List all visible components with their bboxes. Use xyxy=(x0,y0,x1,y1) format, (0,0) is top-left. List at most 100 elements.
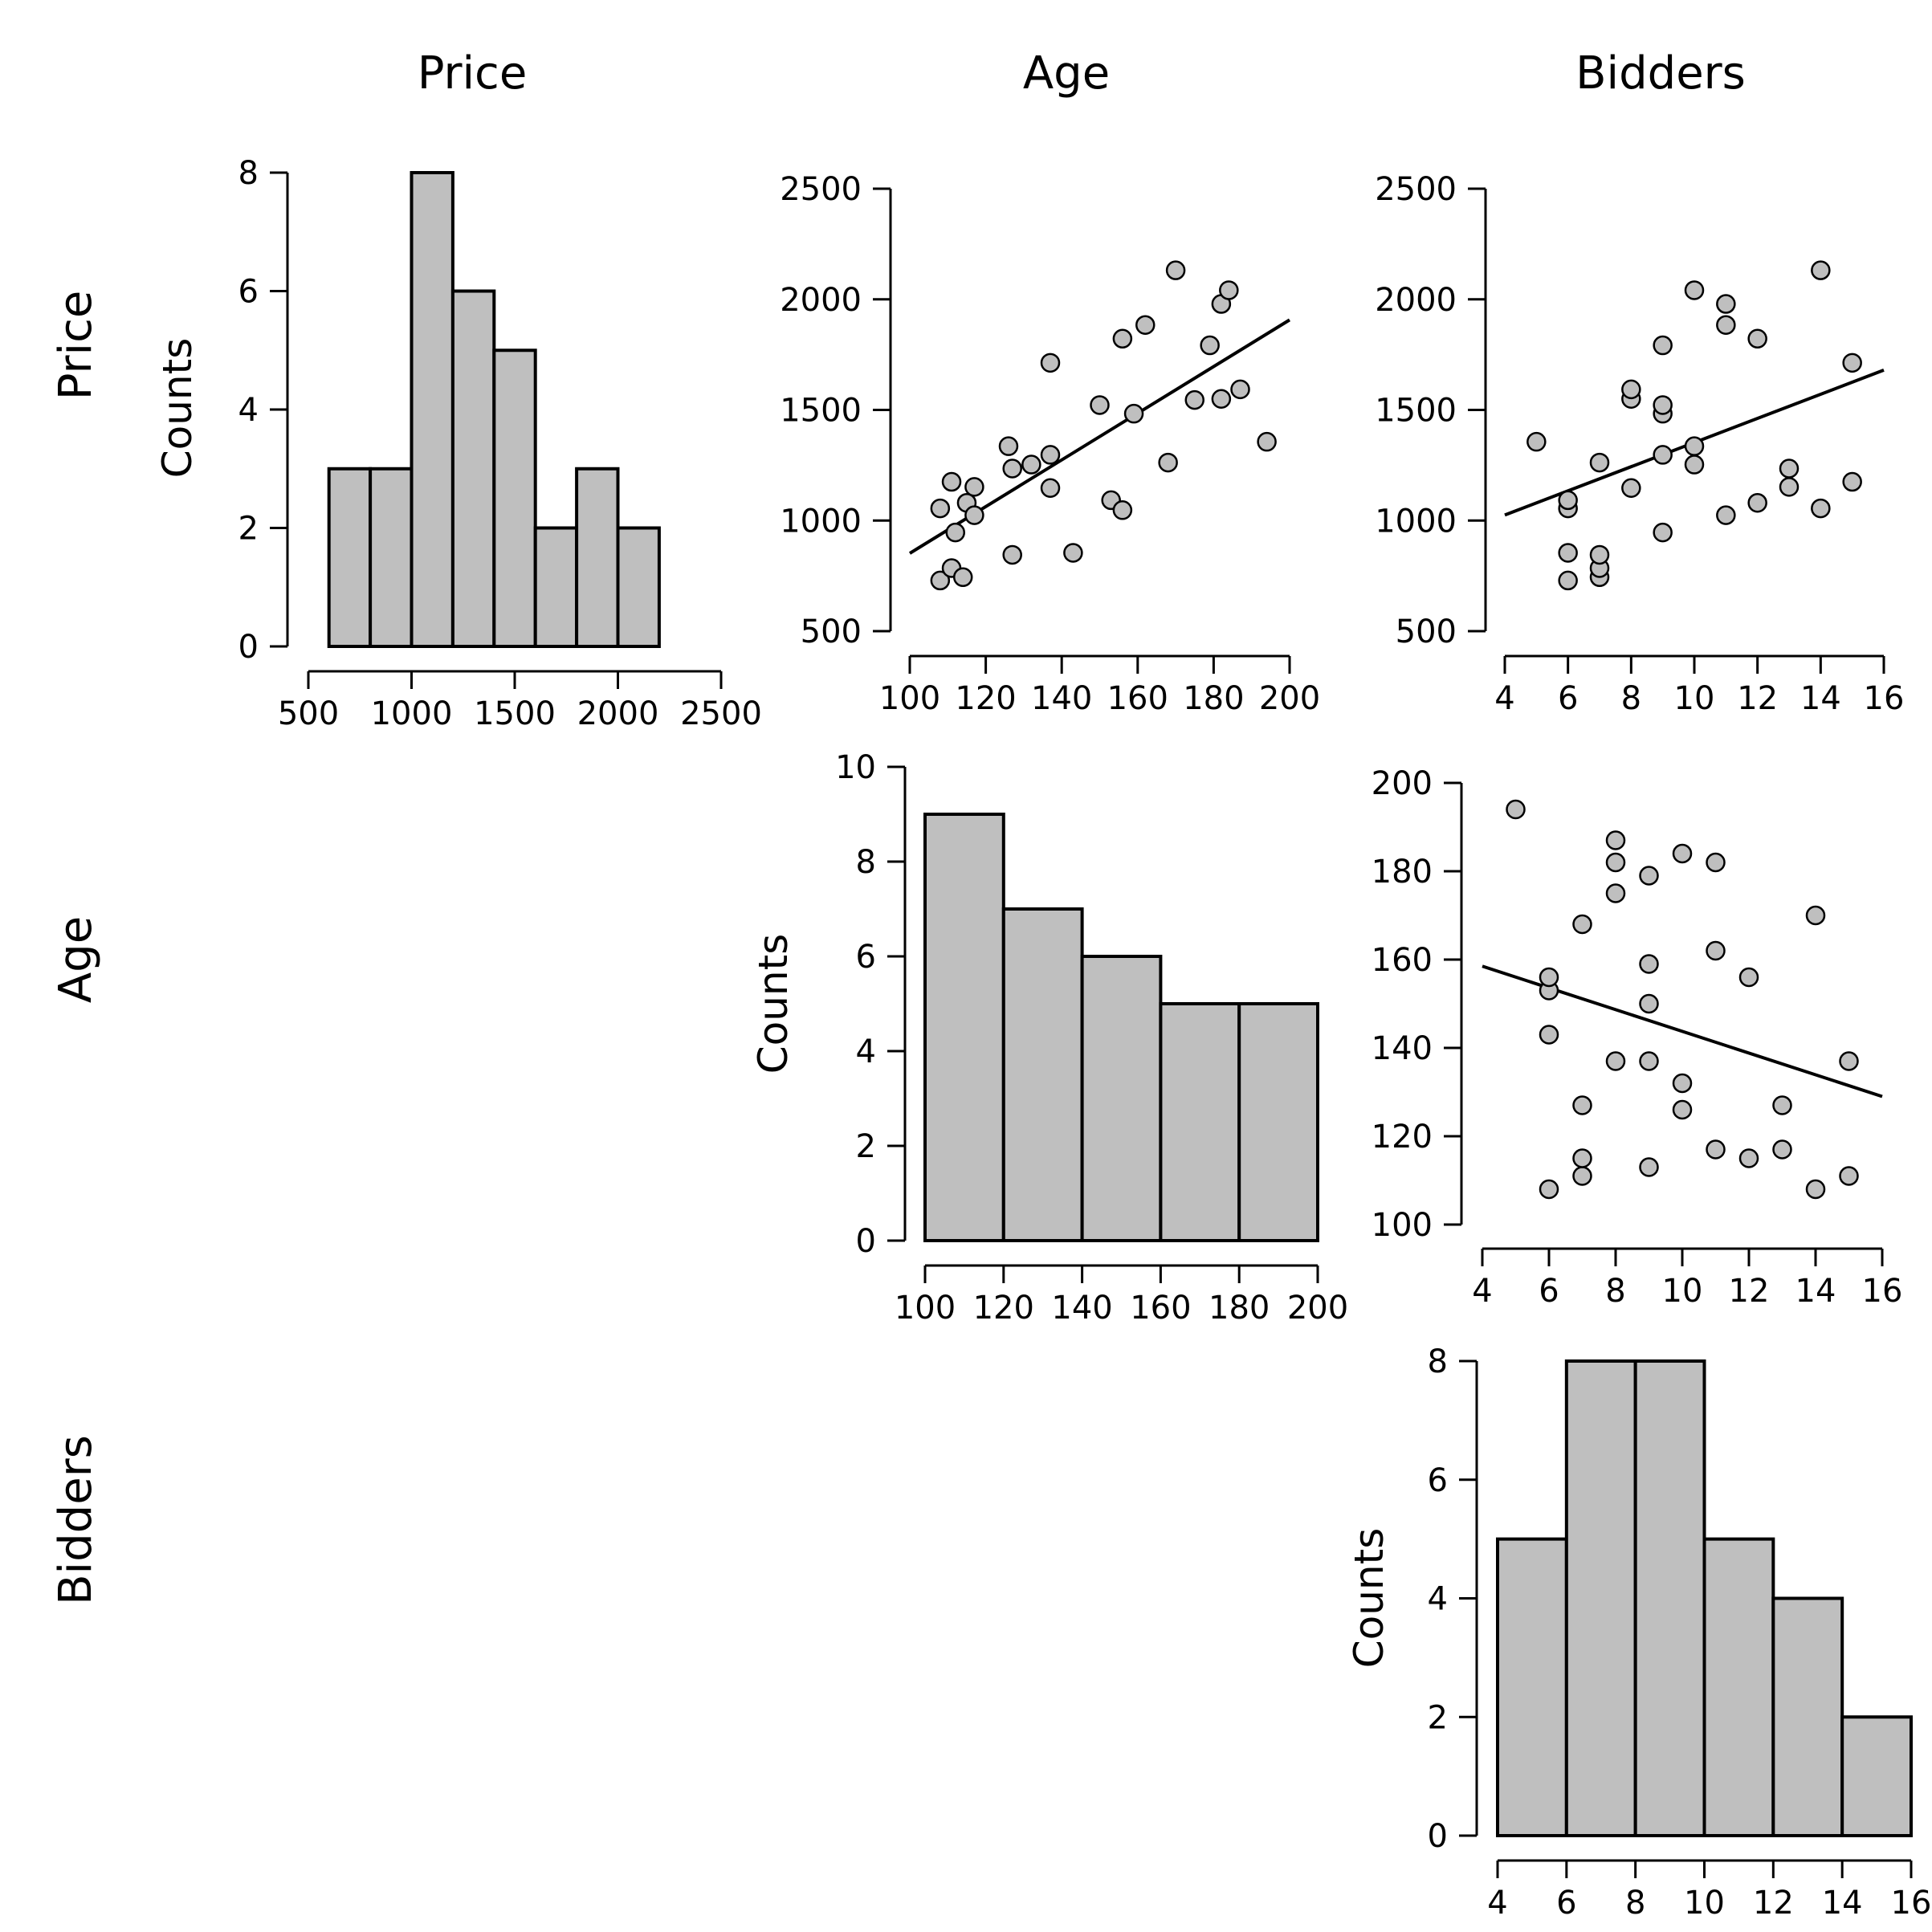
scatter-price-age-point xyxy=(930,498,951,519)
hist-age-bar xyxy=(923,813,1005,1242)
scatter-price-age-x-tick-label: 120 xyxy=(955,680,1016,717)
scatter-price-age-point xyxy=(1165,260,1186,280)
scatter-price-bidders-y-tick-label: 500 xyxy=(1396,613,1457,650)
scatter-price-age-x-tick-label: 140 xyxy=(1031,680,1092,717)
scatter-price-bidders-point xyxy=(1653,395,1673,415)
hist-price-x-tick-label: 2500 xyxy=(680,695,762,732)
hist-bidders-bar xyxy=(1702,1537,1775,1837)
hist-bidders-bar xyxy=(1840,1715,1914,1837)
scatter-price-bidders-point xyxy=(1779,477,1800,497)
hist-age-y-tick-label: 8 xyxy=(856,844,876,881)
hist-bidders-x-tick-label: 12 xyxy=(1753,1885,1794,1922)
scatter-age-bidders-point xyxy=(1672,843,1693,864)
hist-price-bar xyxy=(369,467,414,648)
scatter-price-age-point xyxy=(1040,353,1061,373)
hist-price-bar xyxy=(450,289,496,648)
column-label-bidders: Bidders xyxy=(1575,47,1746,100)
scatter-price-bidders-point xyxy=(1653,335,1673,356)
scatter-price-age-x-tick-label: 200 xyxy=(1259,680,1320,717)
column-label-price: Price xyxy=(418,47,528,100)
hist-age-x-tick-label: 200 xyxy=(1287,1290,1348,1327)
hist-bidders-bar xyxy=(1633,1359,1706,1837)
scatter-age-bidders-point xyxy=(1839,1166,1859,1186)
scatter-age-bidders-point xyxy=(1572,1148,1592,1168)
scatter-price-age-y-tick-label: 2500 xyxy=(780,171,862,208)
scatter-price-age-point xyxy=(1040,445,1061,465)
hist-price-bar xyxy=(327,467,373,648)
hist-price-y-tick-label: 6 xyxy=(238,274,259,311)
hist-price-y-tick-label: 8 xyxy=(238,155,259,192)
hist-bidders-x-tick-label: 8 xyxy=(1625,1885,1645,1922)
row-label-price: Price xyxy=(50,291,102,401)
hist-bidders-x-tick-label: 4 xyxy=(1487,1885,1507,1922)
hist-price-bar xyxy=(575,467,620,648)
hist-price-y-tick-label: 0 xyxy=(238,629,259,666)
scatter-age-bidders-point xyxy=(1572,914,1592,935)
hist-bidders-y-tick-label: 6 xyxy=(1428,1462,1448,1499)
scatter-price-bidders-y-tick-label: 1000 xyxy=(1375,503,1457,540)
scatter-price-bidders-point xyxy=(1589,544,1610,565)
hist-age-bar xyxy=(1237,1002,1319,1242)
scatter-age-bidders-x-tick-label: 8 xyxy=(1605,1273,1625,1310)
scatter-price-age-point xyxy=(1040,478,1061,499)
row-label-bidders: Bidders xyxy=(50,1435,102,1605)
hist-bidders-panel: 4 6 8 10 12 14 16 0 2 4 6 8 xyxy=(1428,1343,1932,1922)
scatter-age-bidders-point xyxy=(1672,1099,1693,1120)
scatter-age-bidders-x-tick-label: 6 xyxy=(1539,1273,1559,1310)
scatter-age-bidders-point xyxy=(1772,1095,1792,1115)
scatter-age-bidders-point xyxy=(1539,967,1559,988)
scatter-price-age-point xyxy=(1184,389,1204,410)
scatter-age-bidders-y-tick-label: 160 xyxy=(1372,942,1433,979)
hist-price-bar xyxy=(533,526,579,648)
scatter-price-bidders-point xyxy=(1747,492,1767,513)
hist-bidders-x-tick-label: 6 xyxy=(1556,1885,1576,1922)
scatter-age-bidders-point xyxy=(1805,1179,1826,1200)
scatter-age-bidders-point xyxy=(1639,954,1659,974)
hist-age-bar xyxy=(1001,907,1084,1242)
scatter-price-bidders-point xyxy=(1653,522,1673,543)
scatter-price-age-point xyxy=(945,522,966,543)
scatter-age-bidders-point xyxy=(1639,993,1659,1014)
scatter-price-bidders-point xyxy=(1842,471,1862,492)
scatter-price-age-y-tick-label: 2000 xyxy=(780,282,862,319)
hist-price-bar xyxy=(492,348,537,648)
scatter-price-age-y-tick-label: 500 xyxy=(801,613,862,650)
scatter-price-bidders-y-tick-label: 2500 xyxy=(1375,171,1457,208)
hist-age-x-tick-label: 160 xyxy=(1130,1290,1191,1327)
scatter-price-bidders-point xyxy=(1653,445,1673,465)
scatter-age-bidders-y-tick-label: 140 xyxy=(1372,1030,1433,1067)
hist-bidders-x-tick-label: 14 xyxy=(1822,1885,1863,1922)
scatter-price-age-point xyxy=(1135,315,1156,335)
scatter-price-bidders-x-tick-label: 16 xyxy=(1864,680,1905,717)
scatter-age-bidders-y-tick-label: 100 xyxy=(1372,1207,1433,1244)
hist-age-y-tick-label: 10 xyxy=(835,749,876,786)
scatter-price-bidders-point xyxy=(1558,490,1578,511)
hist-price-x-tick-label: 2000 xyxy=(577,695,659,732)
scatter-price-bidders-point xyxy=(1621,478,1641,499)
hist-age-x-tick-label: 140 xyxy=(1051,1290,1112,1327)
scatter-price-age-point xyxy=(930,570,951,591)
scatter-age-bidders-point xyxy=(1738,1148,1759,1168)
scatter-age-bidders-point xyxy=(1639,1051,1659,1071)
scatter-age-bidders-point xyxy=(1506,799,1526,820)
scatter-price-age-point xyxy=(1200,335,1220,356)
hist-age-x-tick-label: 100 xyxy=(895,1290,956,1327)
hist-price-bar xyxy=(616,526,661,648)
hist-bidders-bar xyxy=(1496,1537,1568,1837)
scatter-price-age-point xyxy=(1230,379,1250,400)
scatter-age-bidders-x-tick-label: 10 xyxy=(1662,1273,1703,1310)
scatter-price-age-point xyxy=(1090,395,1110,415)
scatter-price-bidders-point xyxy=(1684,454,1705,475)
scatter-price-age-point xyxy=(1002,544,1022,565)
scatter-price-age-point xyxy=(1158,452,1178,473)
scatter-price-bidders-y-tick-label: 2000 xyxy=(1375,282,1457,319)
hist-bidders-y-tick-label: 0 xyxy=(1428,1818,1448,1855)
scatter-age-bidders-point xyxy=(1639,1157,1659,1177)
hist-age-bar xyxy=(1159,1002,1241,1242)
scatter-price-bidders-x-tick-label: 6 xyxy=(1558,680,1578,717)
scatter-price-age-y-tick-label: 1000 xyxy=(780,503,862,540)
scatter-price-age-panel: 100 120 140 160 180 200 500 1000 1500 2000 2500 xyxy=(780,171,1320,717)
